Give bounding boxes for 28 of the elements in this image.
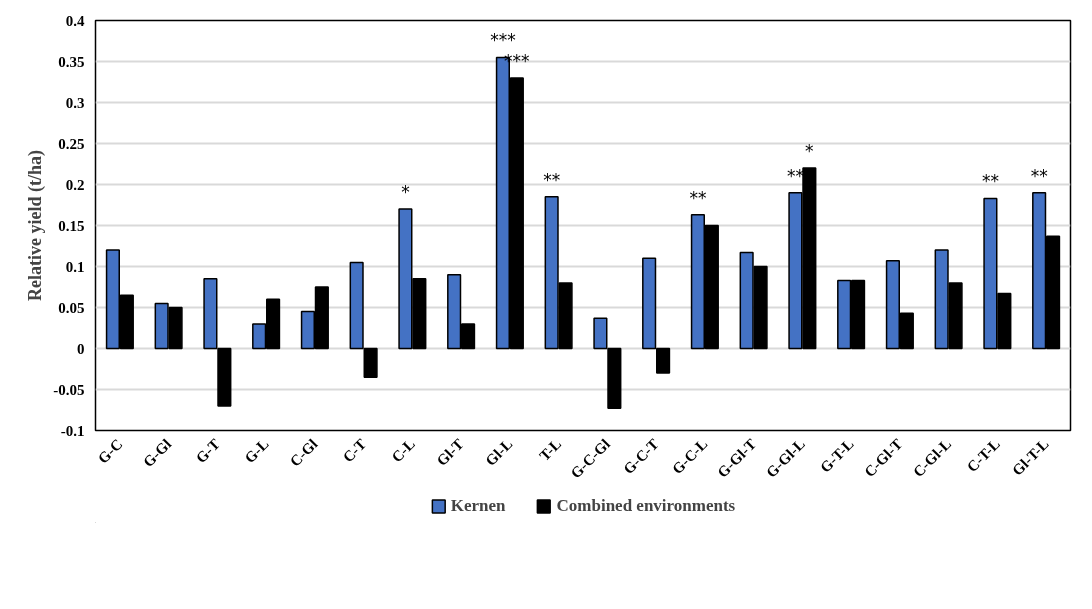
- x-tick-label: Gl-L: [482, 435, 516, 469]
- annotation: ***: [490, 30, 516, 51]
- y-tick-label: 0: [77, 340, 85, 357]
- y-tick-label: -0.05: [53, 381, 85, 398]
- annotation: **: [543, 169, 561, 190]
- x-tick-label: G-C: [94, 435, 126, 467]
- y-tick-label: 0.15: [58, 217, 85, 234]
- annotation: **: [689, 187, 707, 208]
- annotation: *: [805, 141, 814, 162]
- y-axis-title: Relative yield (t/ha): [25, 150, 47, 301]
- annotation: *: [401, 182, 410, 203]
- y-tick-label: 0.25: [58, 135, 85, 152]
- legend-label: Combined environments: [556, 496, 736, 516]
- annotation: **: [981, 171, 999, 192]
- y-tick-label: -0.1: [60, 422, 85, 439]
- x-tick-label: C-T: [339, 435, 370, 466]
- x-tick-label: C-L: [388, 435, 419, 466]
- y-tick-label: 0.35: [58, 53, 85, 70]
- x-tick-label: G-L: [241, 435, 272, 467]
- y-tick-label: 0.3: [65, 94, 85, 111]
- y-tick-label: 0.4: [65, 12, 85, 29]
- y-tick-label: 0.05: [58, 299, 85, 316]
- x-tick-label: T-L: [536, 435, 565, 464]
- y-tick-label: 0.1: [65, 258, 85, 275]
- legend-label: Kernen: [450, 496, 506, 516]
- annotation: **: [1030, 165, 1048, 186]
- x-tick-label: G-T: [192, 435, 224, 467]
- y-tick-label: 0.2: [65, 176, 85, 193]
